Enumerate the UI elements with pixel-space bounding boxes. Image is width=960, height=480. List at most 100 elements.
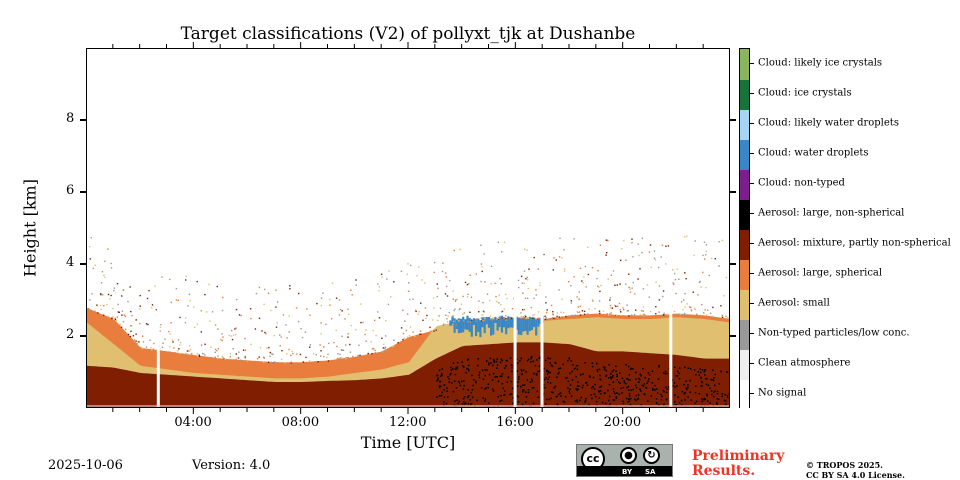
speckle-pixel <box>619 283 621 285</box>
speckle-pixel <box>619 309 621 311</box>
nonspherical-pixel <box>481 369 484 372</box>
speckle-pixel <box>497 317 500 319</box>
speckle-pixel <box>680 301 683 303</box>
speckle-pixel <box>271 353 273 355</box>
nonspherical-pixel <box>706 377 708 380</box>
nonspherical-pixel <box>697 371 700 373</box>
speckle-pixel <box>272 353 274 356</box>
nonspherical-pixel <box>489 357 492 360</box>
nonspherical-pixel <box>622 402 625 405</box>
speckle-pixel <box>314 361 316 363</box>
nonspherical-pixel <box>551 391 553 393</box>
speckle-pixel <box>614 304 616 307</box>
speckle-pixel <box>552 269 554 271</box>
speckle-pixel <box>131 314 133 317</box>
nonspherical-pixel <box>443 401 445 403</box>
speckle-pixel <box>558 289 560 291</box>
nonspherical-pixel <box>648 378 650 380</box>
speckle-pixel <box>520 315 522 318</box>
nonspherical-pixel <box>578 385 580 387</box>
speckle-pixel <box>626 304 628 306</box>
speckle-pixel <box>596 277 598 280</box>
nonspherical-pixel <box>447 396 449 398</box>
speckle-pixel <box>721 316 724 318</box>
speckle-pixel <box>246 360 249 362</box>
speckle-pixel <box>194 326 196 328</box>
nonspherical-pixel <box>497 396 499 398</box>
nonspherical-pixel <box>598 368 601 371</box>
colorbar-tick <box>750 273 754 274</box>
nonspherical-pixel <box>556 403 558 405</box>
nonspherical-pixel <box>461 380 463 383</box>
speckle-pixel <box>250 343 252 346</box>
nonspherical-pixel <box>512 364 515 367</box>
speckle-pixel <box>446 321 449 323</box>
colorbar-segment <box>740 109 749 140</box>
nonspherical-pixel <box>699 371 702 374</box>
speckle-pixel <box>345 357 347 359</box>
speckle-pixel <box>453 309 455 312</box>
speckle-pixel <box>391 345 394 348</box>
speckle-pixel <box>142 341 145 343</box>
speckle-pixel <box>315 354 317 356</box>
nonspherical-pixel <box>700 380 703 383</box>
nonspherical-pixel <box>467 389 469 391</box>
speckle-pixel <box>682 308 684 311</box>
cloud-water-pixel <box>455 319 458 329</box>
speckle-pixel <box>340 357 342 359</box>
colorbar-label: Aerosol: large, non-spherical <box>758 207 905 219</box>
speckle-pixel <box>388 270 390 272</box>
speckle-pixel <box>667 245 670 247</box>
speckle-pixel <box>289 288 291 290</box>
speckle-pixel <box>453 320 455 323</box>
nonspherical-pixel <box>488 363 490 366</box>
speckle-pixel <box>87 308 90 310</box>
nonspherical-pixel <box>630 367 632 370</box>
speckle-pixel <box>177 350 179 352</box>
nonspherical-pixel <box>677 396 679 398</box>
speckle-pixel <box>495 295 497 298</box>
copyright-notice: © TROPOS 2025. CC BY SA 4.0 License. <box>806 460 905 480</box>
nonspherical-pixel <box>645 386 648 389</box>
nonspherical-pixel <box>462 365 464 367</box>
speckle-pixel <box>463 312 465 314</box>
speckle-pixel <box>116 316 118 318</box>
nonspherical-pixel <box>531 378 533 380</box>
x-axis-label: Time [UTC] <box>360 433 456 452</box>
nonspherical-pixel <box>496 358 498 360</box>
speckle-pixel <box>186 350 189 352</box>
speckle-pixel <box>169 345 171 348</box>
speckle-pixel <box>99 304 102 307</box>
nonspherical-pixel <box>654 389 656 391</box>
nonspherical-pixel <box>714 373 716 376</box>
speckle-pixel <box>121 295 123 297</box>
speckle-pixel <box>279 345 281 347</box>
speckle-pixel <box>484 281 486 283</box>
nonspherical-pixel <box>494 375 497 378</box>
speckle-pixel <box>402 338 404 341</box>
nonspherical-pixel <box>629 379 631 381</box>
speckle-pixel <box>196 280 198 283</box>
nonspherical-pixel <box>680 399 683 402</box>
speckle-pixel <box>179 316 181 319</box>
speckle-pixel <box>634 293 636 295</box>
cloud-water-pixel <box>494 316 497 323</box>
speckle-pixel <box>393 339 395 341</box>
nonspherical-pixel <box>576 399 578 401</box>
speckle-pixel <box>270 309 272 312</box>
nonspherical-pixel <box>558 371 560 374</box>
colorbar-tick <box>750 93 754 94</box>
speckle-pixel <box>445 276 448 278</box>
nonspherical-pixel <box>462 388 465 390</box>
speckle-pixel <box>127 333 130 336</box>
speckle-pixel <box>323 346 325 348</box>
speckle-pixel <box>90 237 92 239</box>
speckle-pixel <box>187 305 189 307</box>
speckle-pixel <box>455 299 457 301</box>
speckle-pixel <box>705 244 708 246</box>
speckle-pixel <box>406 336 409 338</box>
speckle-pixel <box>89 258 91 260</box>
cloud-water-pixel <box>505 320 508 335</box>
nonspherical-pixel <box>436 374 438 377</box>
nonspherical-pixel <box>585 382 587 384</box>
